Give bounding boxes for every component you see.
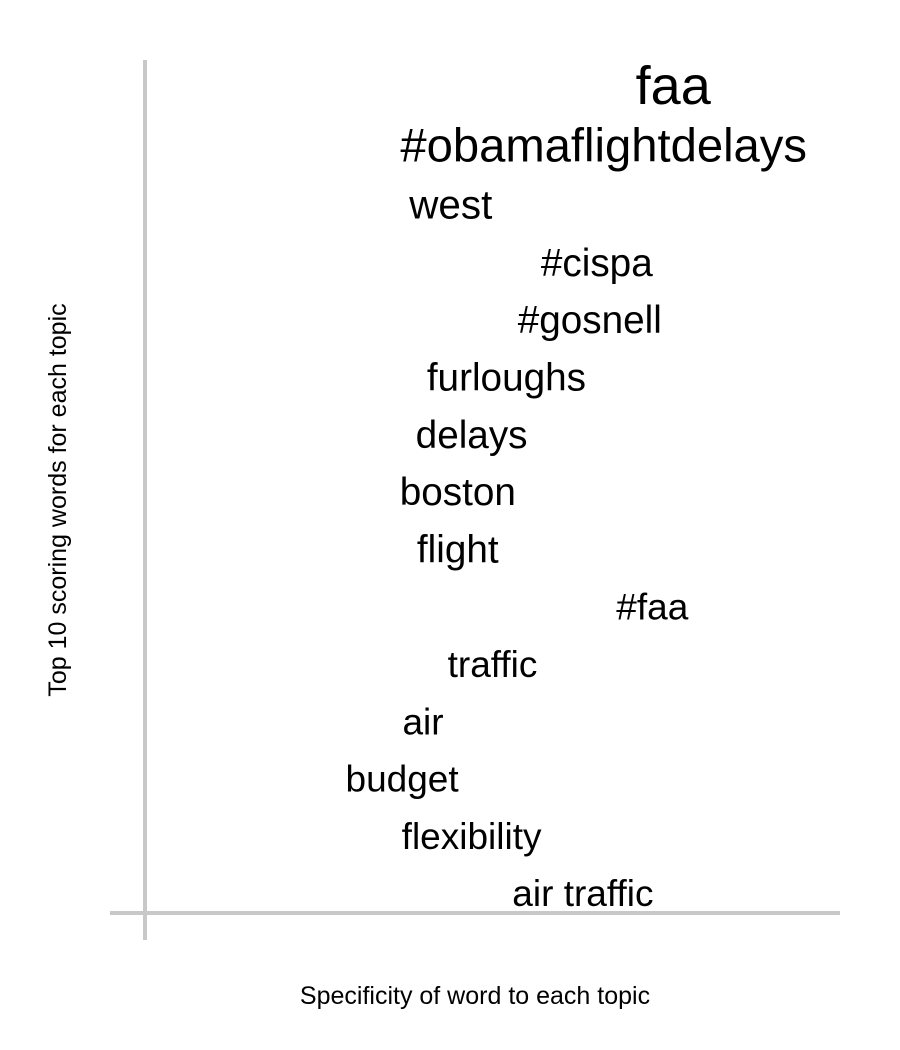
word-label: air [402,701,443,742]
word-label: flexibility [402,816,542,857]
word-label: traffic [448,644,538,685]
word-label: #cispa [541,242,653,285]
word-label: delays [416,414,528,457]
word-labels: faa#obamaflightdelays west #cispa #gosnell f… [346,56,807,914]
word-label: flight [417,528,499,571]
y-axis-label: Top 10 scoring words for each topic [44,303,72,696]
word-label: west [408,182,492,228]
word-label: furloughs [427,357,586,400]
word-label: #faa [616,587,688,628]
word-label: #obamaflightdelays [400,119,807,172]
x-axis-label: Specificity of word to each topic [300,982,650,1010]
word-label: faa [636,56,712,116]
word-label: budget [346,759,460,800]
word-label: air traffic [512,873,653,914]
word-label: boston [400,471,516,514]
word-label: #gosnell [518,299,662,342]
